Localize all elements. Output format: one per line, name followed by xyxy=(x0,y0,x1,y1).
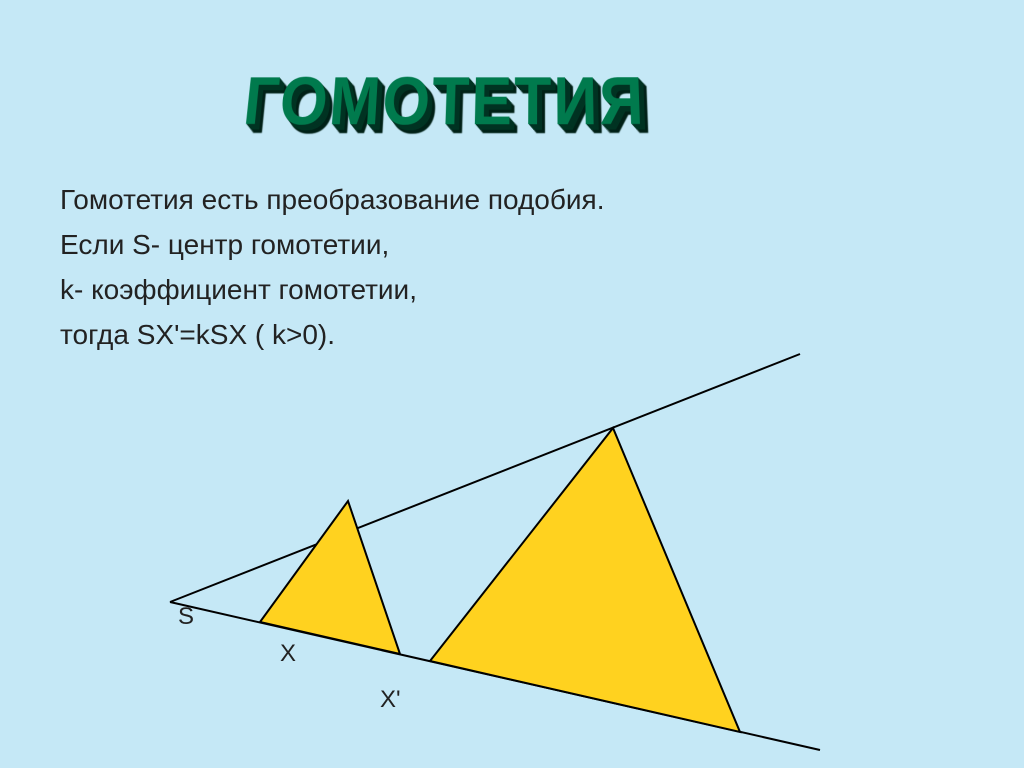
slide: ГОМОТЕТИЯ Гомотетия есть преобразование … xyxy=(0,0,1024,768)
triangle-large xyxy=(430,428,740,732)
triangle-small xyxy=(260,501,400,654)
label-x: X xyxy=(280,640,296,668)
ray-top xyxy=(170,354,800,602)
label-x-prime: X' xyxy=(380,686,401,714)
label-s: S xyxy=(178,603,194,631)
homothety-diagram xyxy=(0,0,1024,768)
